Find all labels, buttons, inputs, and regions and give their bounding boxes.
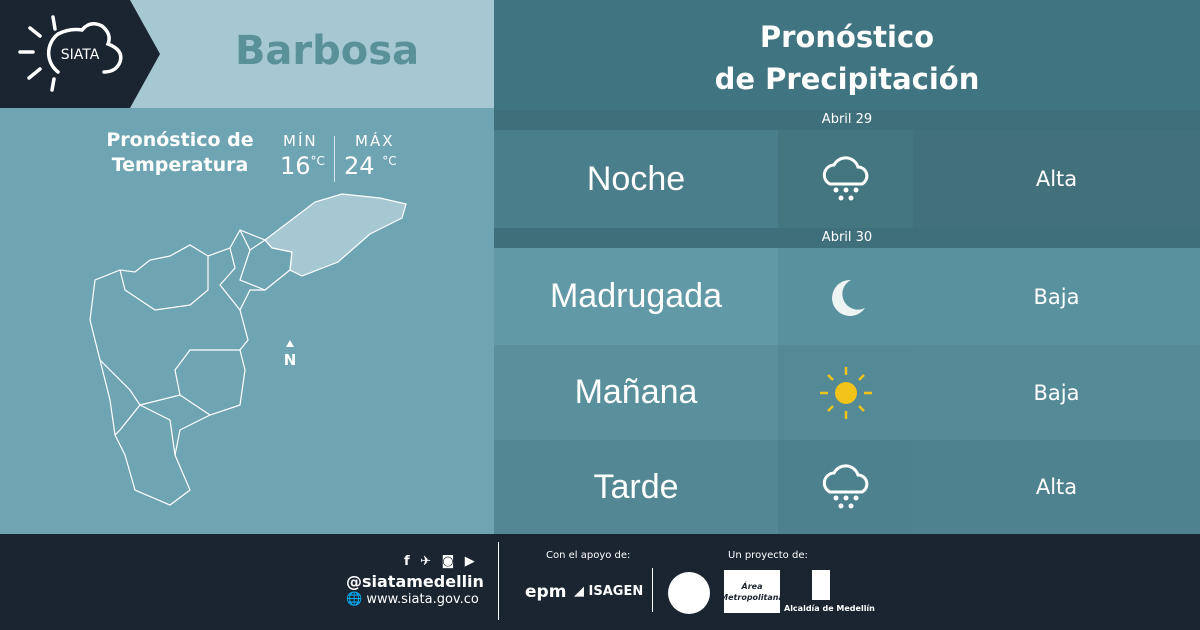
isagen-logo: ◢ ISAGEN [574, 584, 644, 599]
rain-cloud-icon [778, 130, 913, 228]
municipality-map: N [89, 193, 407, 506]
probability-level: Baja [913, 248, 1200, 345]
probability-level: Alta [913, 440, 1200, 534]
north-arrow-icon [286, 340, 294, 347]
sun-cloud-logo-icon: SIATA [18, 15, 123, 92]
precip-header [494, 0, 1200, 110]
svg-text:SIATA: SIATA [61, 47, 100, 63]
period-label: Madrugada [494, 248, 778, 345]
title-line: Pronóstico de [106, 129, 254, 151]
epm-logo: epm [525, 582, 567, 602]
forecast-row: Mañana Baja [494, 345, 1200, 440]
date-bar: Abril 29 [494, 110, 1200, 130]
title-line: de Precipitación [714, 62, 980, 96]
probability-level: Alta [913, 130, 1200, 228]
precipitation-title: Pronóstico de Precipitación [494, 16, 1200, 100]
temperature-panel [0, 108, 494, 534]
alcaldia-crest-logo [812, 570, 830, 600]
min-label: MÍN [283, 132, 318, 150]
rain-cloud-icon [778, 440, 913, 534]
area-metropolitana-label: Área Metropolitana [720, 581, 784, 602]
social-handle[interactable]: @siatamedellin [346, 572, 484, 591]
north-label: N [284, 351, 297, 369]
max-label: MÁX [355, 132, 395, 150]
moon-icon [778, 248, 913, 345]
max-value: 24 °C [344, 152, 397, 180]
divider [652, 568, 653, 612]
sun-icon [778, 345, 913, 440]
siata-logo: SIATA [0, 0, 160, 108]
temperature-title: Pronóstico de Temperatura [60, 128, 300, 178]
university-seal-logo [668, 572, 710, 614]
probability-level: Baja [913, 345, 1200, 440]
social-icons[interactable]: f ✈ ◙ ▶ [404, 554, 478, 569]
website-link[interactable]: 🌐 www.siata.gov.co [346, 592, 479, 607]
forecast-row: Tarde Alta [494, 440, 1200, 534]
date-bar: Abril 30 [494, 228, 1200, 248]
title-line: Pronóstico [759, 20, 935, 54]
support-label: Con el apoyo de: [546, 550, 631, 561]
website-text: www.siata.gov.co [366, 592, 479, 607]
title-line: Temperatura [111, 154, 249, 176]
period-label: Mañana [494, 345, 778, 440]
forecast-row: Noche Alta [494, 130, 1200, 228]
area-metropolitana-logo: Área Metropolitana [720, 570, 784, 613]
divider [334, 136, 335, 182]
period-label: Noche [494, 130, 778, 228]
footer: f ✈ ◙ ▶ @siatamedellin 🌐 www.siata.gov.c… [0, 534, 1200, 630]
forecast-row: Madrugada Baja [494, 248, 1200, 345]
period-label: Tarde [494, 440, 778, 534]
divider [498, 542, 499, 620]
globe-icon: 🌐 [346, 592, 363, 607]
alcaldia-label: Alcaldía de Medellín [784, 604, 875, 613]
min-value: 16°C [280, 152, 325, 180]
city-name: Barbosa [234, 28, 420, 74]
project-label: Un proyecto de: [728, 550, 808, 561]
